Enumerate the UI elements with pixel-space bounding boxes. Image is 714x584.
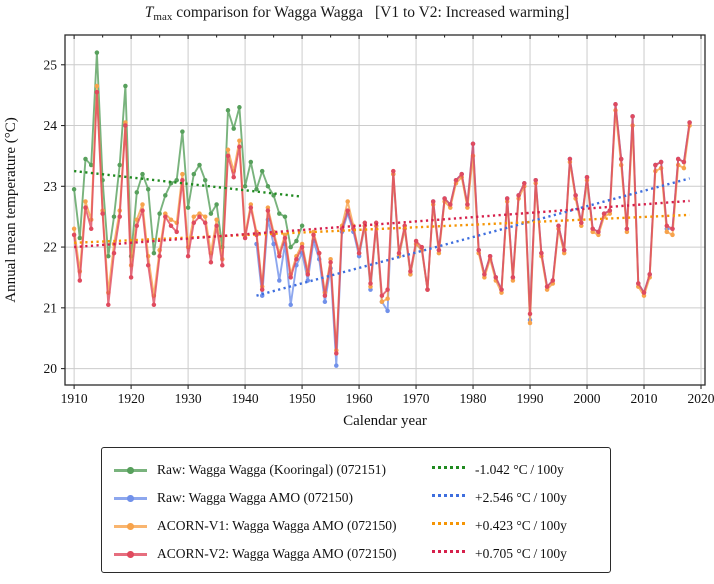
title-bracket-note: [V1 to V2: Increased warming] [374,4,570,21]
legend-label-acorn-v2: ACORN-V2: Wagga Wagga AMO (072150) [157,546,397,561]
orange-line-marker-icon [114,521,147,531]
chart-svg: 1910 1920 1930 1940 1950 1960 1970 1980 1990 2000… [3,34,714,429]
title-variable: T [144,4,154,21]
svg-text:1960: 1960 [346,391,373,406]
chart-title: Tmax comparison for Wagga Wagga [V1 to V2… [0,4,714,23]
svg-text:25: 25 [44,57,58,72]
blue-line-marker-icon [114,493,147,503]
legend-label-green-trend: -1.042 °C / 100y [475,462,564,477]
legend-item-red-trend: +0.705 °C / 100y [432,540,602,568]
trend-line-2 [74,213,690,245]
svg-text:2010: 2010 [631,391,658,406]
legend-label-raw-kooringal: Raw: Wagga Wagga (Kooringal) (072151) [157,462,387,477]
series-0 [71,50,305,259]
orange-dotted-line-icon [432,521,465,531]
svg-text:1950: 1950 [289,391,316,406]
svg-text:1910: 1910 [61,391,88,406]
axis-ticks [61,35,702,389]
svg-text:2000: 2000 [574,391,601,406]
svg-text:1980: 1980 [460,391,487,406]
legend: Raw: Wagga Wagga (Kooringal) (072151) -1… [101,447,611,573]
y-axis-label: Annual mean temperature (°C) [3,117,19,303]
plot-border [64,34,706,386]
series-3 [71,89,692,356]
x-axis-label: Calendar year [343,413,427,429]
trend-line-0 [73,169,303,198]
svg-text:1940: 1940 [232,391,259,406]
svg-text:2020: 2020 [688,391,714,406]
svg-text:1920: 1920 [118,391,145,406]
legend-item-blue-trend: +2.546 °C / 100y [432,484,602,512]
legend-label-red-trend: +0.705 °C / 100y [475,546,567,561]
legend-item-orange-trend: +0.423 °C / 100y [432,512,602,540]
trend-line-1 [256,177,690,297]
red-line-marker-icon [114,549,147,559]
svg-text:20: 20 [44,361,58,376]
svg-text:24: 24 [44,118,58,133]
legend-label-orange-trend: +0.423 °C / 100y [475,518,567,533]
svg-text:22: 22 [44,240,58,255]
svg-text:1930: 1930 [175,391,202,406]
svg-text:23: 23 [44,179,58,194]
svg-text:1970: 1970 [403,391,430,406]
legend-label-acorn-v1: ACORN-V1: Wagga Wagga AMO (072150) [157,518,397,533]
red-dotted-line-icon [432,549,465,559]
title-subscript: max [153,11,173,23]
legend-item-raw-kooringal: Raw: Wagga Wagga (Kooringal) (072151) [114,456,432,484]
legend-item-acorn-v1: ACORN-V1: Wagga Wagga AMO (072150) [114,512,432,540]
green-dotted-line-icon [432,465,465,475]
y-tick-labels: 20 21 22 23 24 25 [44,57,58,376]
x-tick-labels: 1910 1920 1930 1940 1950 1960 1970 1980 1990 2000… [61,391,714,406]
blue-dotted-line-icon [432,493,465,503]
svg-text:21: 21 [44,300,58,315]
trend-line-3 [74,199,690,249]
legend-item-acorn-v2: ACORN-V2: Wagga Wagga AMO (072150) [114,540,432,568]
legend-label-raw-amo: Raw: Wagga Wagga AMO (072150) [157,490,354,505]
svg-text:1990: 1990 [517,391,544,406]
legend-label-blue-trend: +2.546 °C / 100y [475,490,567,505]
legend-item-green-trend: -1.042 °C / 100y [432,456,602,484]
chart-plot-area: 1910 1920 1930 1940 1950 1960 1970 1980 1990 2000… [3,34,714,429]
green-line-marker-icon [114,465,147,475]
legend-item-raw-amo: Raw: Wagga Wagga AMO (072150) [114,484,432,512]
title-text: comparison for Wagga Wagga [172,4,363,21]
